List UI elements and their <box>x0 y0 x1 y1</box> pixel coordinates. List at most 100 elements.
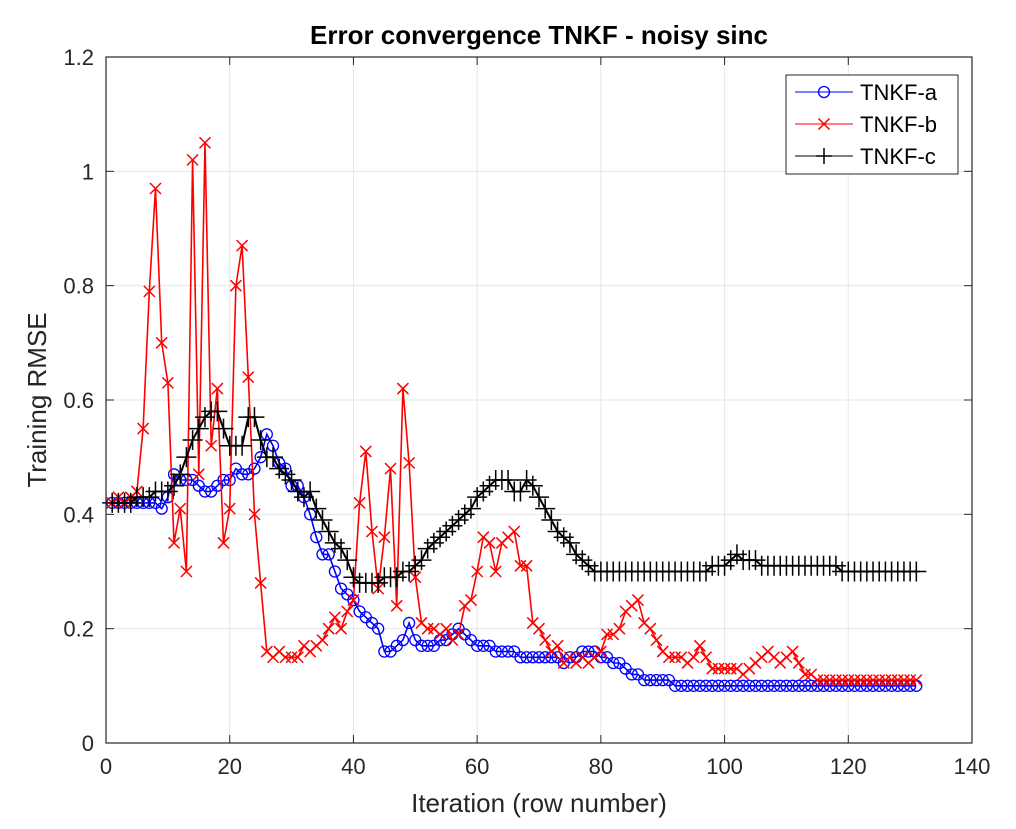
x-tick-label: 80 <box>589 754 613 779</box>
data-point-tnkf-a <box>526 651 539 664</box>
data-point-tnkf-a <box>687 679 700 692</box>
data-point-tnkf-c <box>207 401 228 422</box>
data-point-tnkf-b <box>217 536 230 549</box>
legend-item-tnkf-c: TNKF-c <box>795 144 936 169</box>
data-point-tnkf-a <box>656 673 669 687</box>
data-point-tnkf-b <box>823 674 836 687</box>
data-point-tnkf-a <box>322 548 335 561</box>
data-point-tnkf-b <box>699 651 713 664</box>
data-point-tnkf-a <box>155 502 168 515</box>
data-point-tnkf-b <box>644 622 657 635</box>
data-point-tnkf-b <box>650 634 663 647</box>
data-point-tnkf-a <box>792 679 805 692</box>
data-point-tnkf-a <box>607 656 620 670</box>
data-point-tnkf-a <box>699 679 713 692</box>
data-point-tnkf-b <box>149 182 162 195</box>
data-point-tnkf-b <box>359 445 372 458</box>
data-point-tnkf-a <box>514 651 527 664</box>
data-point-tnkf-a <box>786 679 799 692</box>
data-point-tnkf-b <box>242 371 255 384</box>
data-point-tnkf-b <box>798 668 812 681</box>
data-point-tnkf-b <box>489 565 502 578</box>
data-point-tnkf-c <box>306 498 327 519</box>
data-point-tnkf-a <box>780 679 793 692</box>
data-point-tnkf-b <box>347 594 360 607</box>
data-point-tnkf-b <box>161 376 174 389</box>
data-point-tnkf-b <box>452 628 465 641</box>
data-point-tnkf-b <box>693 639 706 652</box>
legend-label-tnkf-c: TNKF-c <box>860 144 936 169</box>
data-point-tnkf-a <box>532 651 546 664</box>
data-point-tnkf-b <box>409 571 422 584</box>
data-point-tnkf-c <box>281 470 302 491</box>
legend-marker-circle <box>817 85 831 99</box>
data-point-tnkf-b <box>137 422 150 435</box>
data-point-tnkf-a <box>235 468 249 481</box>
legend: TNKF-a TNKF-b TNKF-c <box>785 74 959 175</box>
data-point-tnkf-b <box>254 576 267 589</box>
data-point-tnkf-a <box>706 679 719 692</box>
data-point-tnkf-c <box>213 418 234 439</box>
data-point-tnkf-b <box>341 605 354 618</box>
data-point-tnkf-b <box>854 674 867 687</box>
data-point-tnkf-c <box>188 418 209 439</box>
data-point-tnkf-b <box>316 634 329 647</box>
tick-labels: 0 20 40 60 80 100 120 140 0 0.2 0.4 0.6 0.8 1 1.2 <box>63 45 990 779</box>
data-point-tnkf-a <box>489 645 502 658</box>
y-tick-label: 0.2 <box>63 617 94 642</box>
data-point-tnkf-b <box>811 674 824 687</box>
data-point-tnkf-a <box>415 639 428 652</box>
data-point-tnkf-b <box>897 674 910 687</box>
data-point-tnkf-a <box>495 645 509 658</box>
legend-marker-x <box>817 117 831 131</box>
y-tick-label: 0 <box>82 731 94 756</box>
data-point-tnkf-b <box>848 674 861 687</box>
data-point-tnkf-a <box>675 679 688 692</box>
data-point-tnkf-c <box>232 435 253 456</box>
data-point-tnkf-b <box>613 622 626 635</box>
data-point-tnkf-a <box>749 679 762 692</box>
series-group <box>102 136 927 692</box>
data-point-tnkf-a <box>501 645 515 658</box>
data-point-tnkf-b <box>291 651 304 664</box>
data-point-tnkf-b <box>174 502 187 515</box>
x-tick-label: 20 <box>217 754 241 779</box>
x-axis-title: Iteration (row number) <box>411 788 667 818</box>
data-point-tnkf-b <box>904 674 917 687</box>
data-point-tnkf-b <box>223 502 236 515</box>
y-axis-title: Training RMSE <box>22 312 52 487</box>
data-point-tnkf-b <box>792 656 805 669</box>
data-point-tnkf-b <box>279 651 292 664</box>
data-point-tnkf-a <box>668 679 682 692</box>
data-point-tnkf-b <box>669 651 682 664</box>
data-point-tnkf-a <box>755 679 768 692</box>
data-point-tnkf-b <box>390 599 403 612</box>
data-point-tnkf-c <box>250 430 271 451</box>
data-point-tnkf-a <box>638 673 651 687</box>
x-tick-label: 60 <box>465 754 489 779</box>
data-point-tnkf-b <box>873 674 886 687</box>
data-point-tnkf-c <box>529 487 549 508</box>
data-point-tnkf-b <box>712 662 725 675</box>
data-point-tnkf-b <box>378 531 391 544</box>
data-point-tnkf-c <box>559 532 580 553</box>
legend-item-tnkf-b: TNKF-b <box>795 112 937 137</box>
data-point-tnkf-c <box>312 510 333 531</box>
data-point-tnkf-c <box>510 481 531 502</box>
data-point-tnkf-b <box>155 336 168 349</box>
legend-label-tnkf-b: TNKF-b <box>860 112 937 137</box>
data-point-tnkf-a <box>378 645 391 658</box>
data-point-tnkf-c <box>244 407 265 428</box>
data-point-tnkf-a <box>539 651 552 664</box>
data-point-tnkf-a <box>310 531 323 544</box>
data-point-tnkf-b <box>631 594 645 607</box>
data-point-tnkf-b <box>483 536 496 549</box>
x-tick-label: 40 <box>341 754 365 779</box>
data-point-tnkf-c <box>182 430 203 451</box>
x-tick-label: 120 <box>830 754 867 779</box>
data-point-tnkf-b <box>180 565 193 578</box>
data-point-tnkf-b <box>817 674 830 687</box>
data-point-tnkf-b <box>168 536 181 549</box>
y-tick-label: 0.8 <box>63 274 94 299</box>
